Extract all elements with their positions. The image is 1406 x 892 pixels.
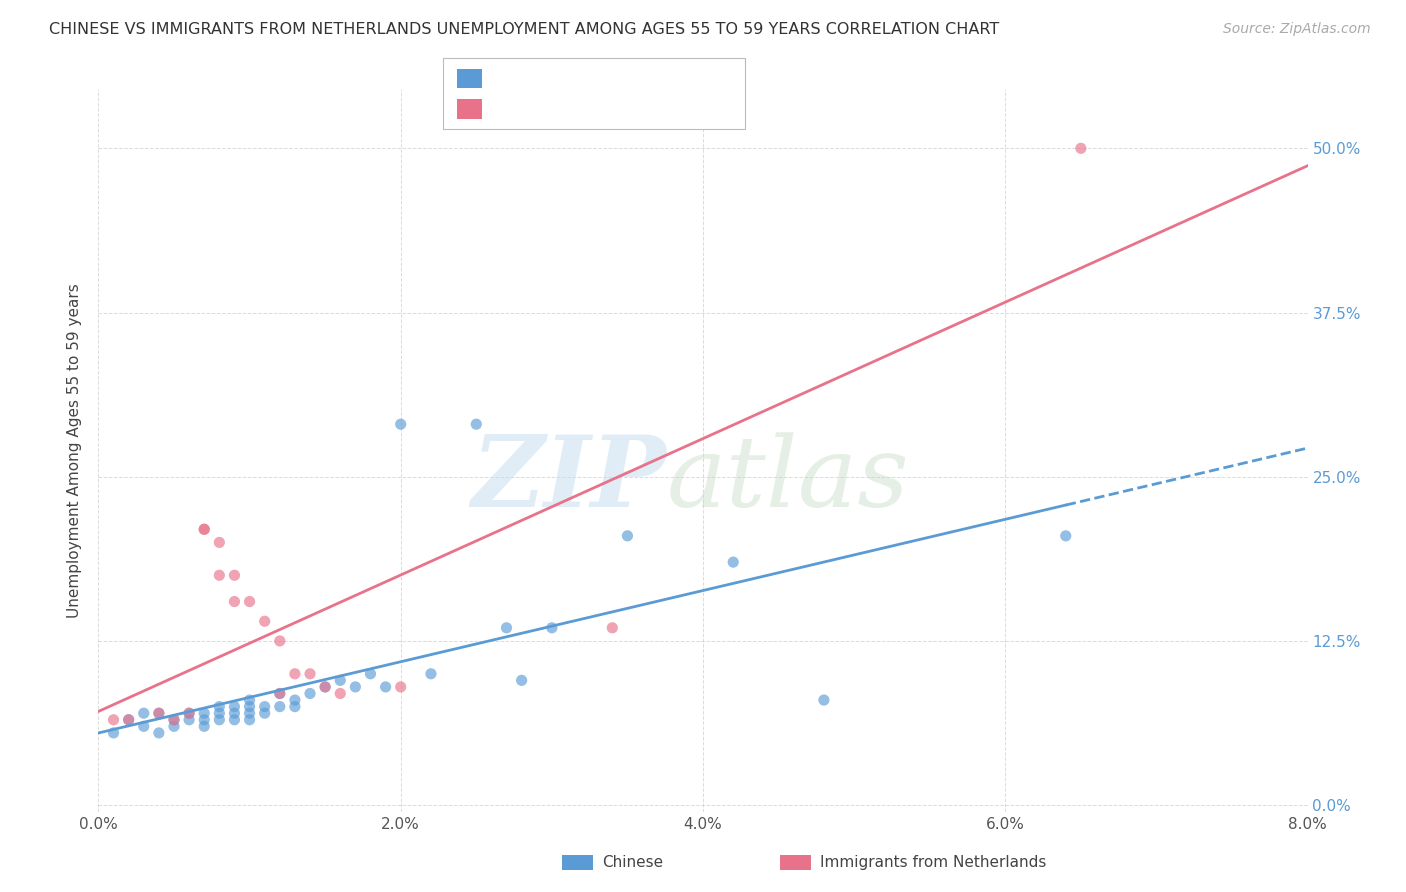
Point	[148, 706, 170, 721]
Point	[540, 621, 562, 635]
Point	[103, 726, 125, 740]
Point	[602, 621, 624, 635]
Point	[224, 568, 246, 582]
Point	[239, 594, 262, 608]
Point	[269, 699, 291, 714]
Point	[148, 706, 170, 721]
Point	[284, 693, 307, 707]
Point	[163, 713, 186, 727]
Text: Chinese: Chinese	[602, 855, 662, 870]
Point	[360, 666, 382, 681]
Point	[723, 555, 745, 569]
Point	[132, 706, 155, 721]
Point	[224, 594, 246, 608]
Point	[813, 693, 835, 707]
Point	[193, 522, 215, 536]
Point	[208, 535, 231, 549]
Point	[269, 686, 291, 700]
Point	[374, 680, 396, 694]
Text: Immigrants from Netherlands: Immigrants from Netherlands	[820, 855, 1046, 870]
Point	[314, 680, 336, 694]
Point	[239, 706, 262, 721]
Point	[239, 699, 262, 714]
Point	[616, 529, 638, 543]
Point	[1070, 141, 1092, 155]
Point	[253, 614, 276, 628]
Point	[465, 417, 488, 432]
Point	[163, 713, 186, 727]
Point	[269, 634, 291, 648]
Point	[132, 719, 155, 733]
Point	[179, 706, 201, 721]
Point	[420, 666, 443, 681]
Point	[299, 666, 322, 681]
Point	[208, 699, 231, 714]
Point	[239, 693, 262, 707]
Point	[179, 713, 201, 727]
Point	[193, 522, 215, 536]
Point	[208, 713, 231, 727]
Point	[118, 713, 141, 727]
Text: R =  0.340    N =  45: R = 0.340 N = 45	[494, 70, 681, 87]
Point	[224, 706, 246, 721]
Y-axis label: Unemployment Among Ages 55 to 59 years: Unemployment Among Ages 55 to 59 years	[66, 283, 82, 618]
Point	[253, 706, 276, 721]
Point	[329, 686, 352, 700]
Point	[299, 686, 322, 700]
Point	[495, 621, 517, 635]
Point	[208, 568, 231, 582]
Point	[284, 666, 307, 681]
Point	[208, 706, 231, 721]
Point	[314, 680, 336, 694]
Point	[103, 713, 125, 727]
Point	[118, 713, 141, 727]
Point	[284, 699, 307, 714]
Point	[148, 726, 170, 740]
Point	[344, 680, 367, 694]
Text: Source: ZipAtlas.com: Source: ZipAtlas.com	[1223, 22, 1371, 37]
Text: R =  0.742    N =  22: R = 0.742 N = 22	[494, 100, 682, 118]
Text: ZIP: ZIP	[472, 431, 666, 527]
Point	[329, 673, 352, 688]
Point	[193, 719, 215, 733]
Point	[163, 719, 186, 733]
Point	[269, 686, 291, 700]
Point	[253, 699, 276, 714]
Text: CHINESE VS IMMIGRANTS FROM NETHERLANDS UNEMPLOYMENT AMONG AGES 55 TO 59 YEARS CO: CHINESE VS IMMIGRANTS FROM NETHERLANDS U…	[49, 22, 1000, 37]
Point	[224, 713, 246, 727]
Point	[510, 673, 533, 688]
Point	[193, 706, 215, 721]
Text: atlas: atlas	[666, 432, 910, 527]
Point	[1054, 529, 1077, 543]
Point	[389, 417, 412, 432]
Point	[239, 713, 262, 727]
Point	[389, 680, 412, 694]
Point	[224, 699, 246, 714]
Point	[179, 706, 201, 721]
Point	[193, 713, 215, 727]
